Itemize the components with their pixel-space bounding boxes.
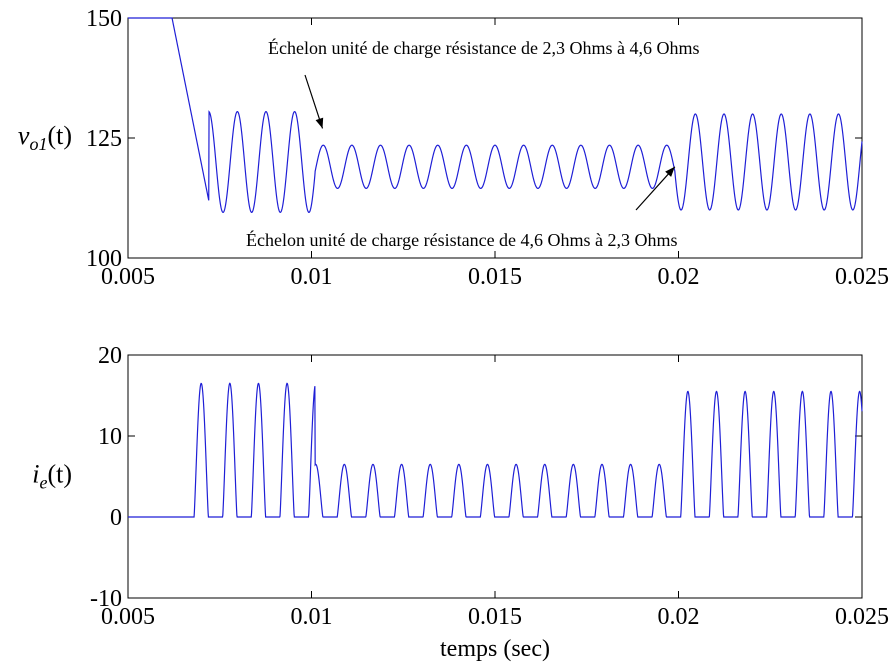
y-tick-label: -10 bbox=[90, 586, 122, 612]
chart-panel-1: 0.005 0.01 0.015 0.02 0.025 100 125 150 vo1(t) Éc… bbox=[18, 6, 889, 290]
annotation-text: Échelon unité de charge résistance de 4,… bbox=[246, 229, 678, 250]
y-axis-label: ie(t) bbox=[32, 460, 72, 493]
y-tick-label: 10 bbox=[98, 424, 122, 450]
y-tick-label: 0 bbox=[110, 505, 122, 531]
x-tick-label: 0.005 bbox=[101, 604, 155, 630]
x-tick-label: 0.01 bbox=[291, 604, 333, 630]
x-tick-label: 0.005 bbox=[101, 264, 155, 290]
y-tick-label: 125 bbox=[86, 126, 122, 152]
x-tick-label: 0.015 bbox=[468, 264, 522, 290]
chart-panel-2: 0.005 0.01 0.015 0.02 0.025 -10 0 10 20 ie(t) temp… bbox=[32, 343, 889, 662]
x-tick-label: 0.02 bbox=[658, 264, 700, 290]
y-axis-label: vo1(t) bbox=[18, 121, 72, 154]
x-tick-label: 0.015 bbox=[468, 604, 522, 630]
annotation-arrowhead bbox=[315, 117, 324, 129]
series-line bbox=[128, 382, 863, 518]
annotation-arrowhead bbox=[665, 166, 675, 177]
x-tick-label: 0.025 bbox=[835, 604, 889, 630]
x-tick-label: 0.025 bbox=[835, 264, 889, 290]
x-tick-label: 0.01 bbox=[291, 264, 333, 290]
x-axis-label: temps (sec) bbox=[440, 636, 550, 662]
x-tick-label: 0.02 bbox=[658, 604, 700, 630]
plot-frame bbox=[127, 354, 863, 599]
y-tick-label: 150 bbox=[86, 6, 122, 32]
y-tick-label: 20 bbox=[98, 343, 122, 369]
annotation-text: Échelon unité de charge résistance de 2,… bbox=[268, 37, 700, 58]
series-line bbox=[128, 17, 863, 214]
y-tick-label: 100 bbox=[86, 246, 122, 272]
